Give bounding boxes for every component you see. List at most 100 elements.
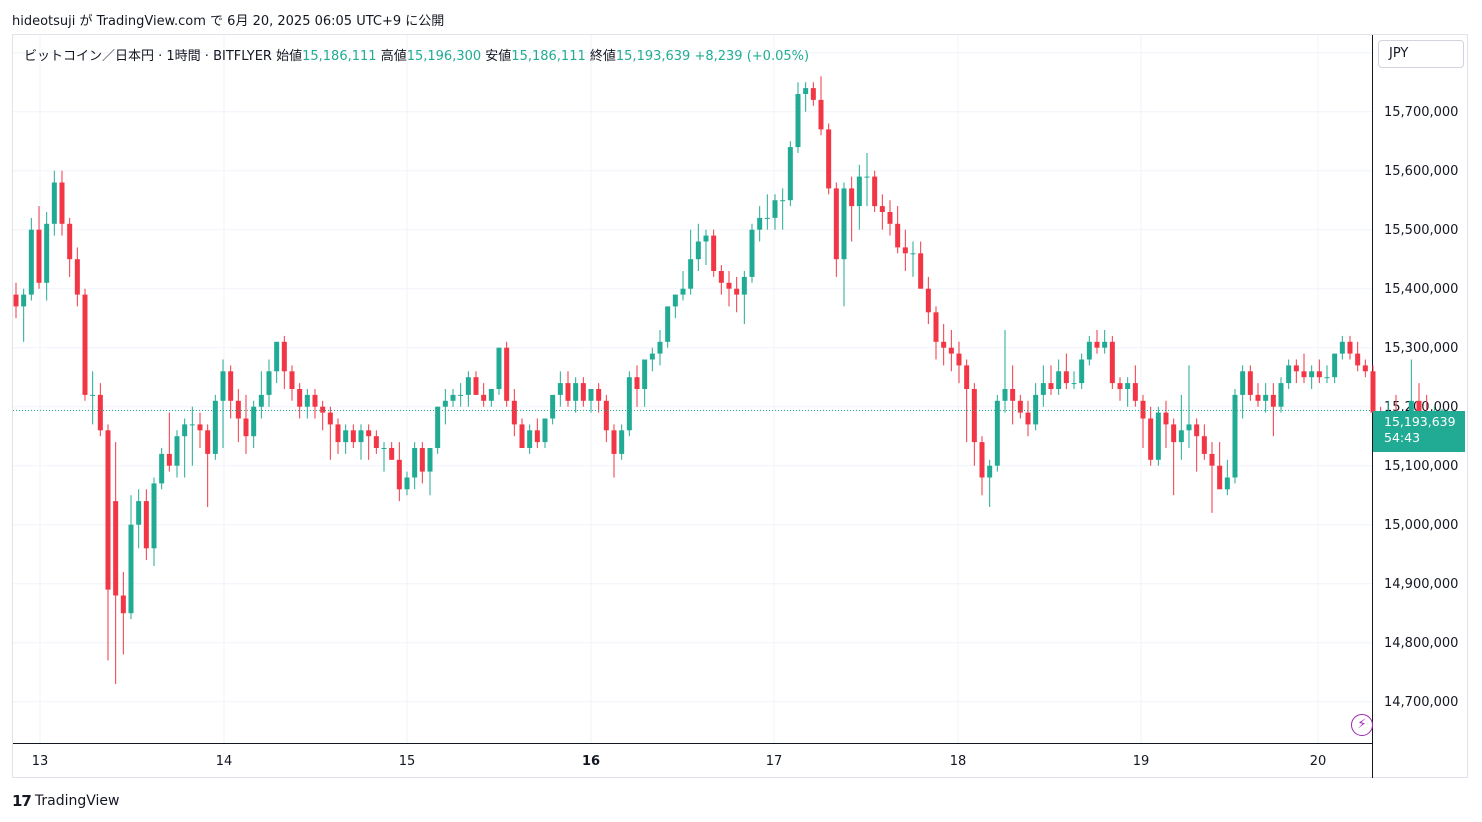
candle	[220, 359, 226, 448]
candle	[910, 241, 916, 277]
candle-body	[281, 341, 287, 372]
candle-body	[665, 306, 671, 342]
currency-selector[interactable]: JPY	[1378, 40, 1464, 68]
candle-body	[36, 229, 42, 283]
candle	[1025, 400, 1031, 437]
candle	[412, 442, 418, 490]
candle	[964, 359, 970, 443]
candle-body	[872, 176, 878, 207]
candle	[251, 400, 257, 448]
candle-body	[74, 259, 80, 295]
candle	[343, 424, 349, 454]
candle-body	[680, 288, 686, 295]
candle-body	[1063, 371, 1069, 384]
candle	[90, 371, 96, 425]
candle-body	[419, 448, 425, 472]
candle	[481, 383, 487, 407]
x-tick-label: 20	[1310, 754, 1327, 769]
candle	[879, 194, 885, 230]
candle-body	[1316, 371, 1322, 378]
legend-change: +8,239 (+0.05%)	[694, 49, 810, 64]
candle-body	[312, 394, 318, 407]
candle	[826, 123, 832, 195]
candle	[1033, 383, 1039, 431]
candle	[1316, 359, 1322, 384]
candle	[787, 141, 793, 207]
candle-body	[1370, 371, 1376, 413]
legend-symbol: ビットコイン／日本円 · 1時間 · BITFLYER	[24, 49, 272, 64]
legend-high-label: 高値	[380, 49, 407, 64]
legend-open-label: 始値	[276, 49, 303, 64]
candle-body	[964, 365, 970, 389]
candle-body	[657, 341, 663, 354]
y-tick-label: 15,500,000	[1384, 223, 1458, 238]
candle-body	[619, 430, 625, 454]
candle-body	[841, 188, 847, 260]
x-tick-label: 14	[216, 754, 233, 769]
candle-body	[1132, 383, 1138, 401]
candle	[1056, 359, 1062, 395]
candle-body	[1079, 359, 1085, 384]
candle-body	[1324, 377, 1330, 379]
candle	[550, 394, 556, 425]
tradingview-brand[interactable]: 17 TradingView	[12, 792, 119, 810]
candle-body	[82, 294, 88, 395]
candle-body	[826, 129, 832, 189]
candle	[36, 206, 42, 289]
candle	[1339, 335, 1345, 360]
candle	[59, 170, 65, 236]
legend-close: 15,193,639	[615, 49, 691, 64]
candle-body	[235, 400, 241, 419]
candle-body	[795, 94, 801, 148]
candle	[519, 418, 525, 448]
legend-low: 15,186,111	[511, 49, 586, 64]
candle-body	[856, 176, 862, 207]
candle	[82, 288, 88, 401]
candle	[933, 306, 939, 360]
candle-body	[373, 436, 379, 448]
candle	[281, 335, 287, 389]
x-tick-label: 19	[1133, 754, 1150, 769]
candle-body	[304, 394, 310, 407]
candle	[419, 442, 425, 484]
candle-body	[1224, 477, 1230, 490]
candle	[557, 371, 563, 407]
candle	[634, 365, 640, 407]
candle-body	[757, 217, 763, 230]
candle-body	[542, 418, 548, 443]
x-tick-label: 17	[766, 754, 783, 769]
candle	[764, 194, 770, 230]
candle-body	[1255, 394, 1261, 401]
legend-high: 15,196,300	[406, 49, 482, 64]
lightning-icon[interactable]: ⚡	[1351, 714, 1373, 736]
candle-body	[565, 383, 571, 401]
candle	[726, 271, 732, 307]
candle	[1232, 389, 1238, 484]
candle-body	[925, 288, 931, 313]
candle-body	[780, 200, 786, 202]
candle	[1132, 365, 1138, 407]
candle	[44, 212, 50, 301]
candle-body	[151, 483, 157, 549]
candle	[511, 389, 517, 437]
candle-body	[511, 400, 517, 425]
candle-body	[1339, 341, 1345, 354]
candle-body	[672, 294, 678, 307]
candle-body	[473, 377, 479, 395]
candle	[1324, 365, 1330, 384]
candle-body	[1217, 465, 1223, 490]
candle-body	[573, 383, 579, 401]
candle	[1102, 330, 1108, 354]
candle-body	[1416, 400, 1422, 413]
candle-body	[1117, 383, 1123, 389]
candle-body	[350, 430, 356, 443]
candle-body	[849, 188, 855, 207]
brand-name: TradingView	[34, 793, 120, 809]
candle-body	[1056, 371, 1062, 389]
last-price-tag: 15,193,639 54:43	[1373, 411, 1465, 452]
candle	[1010, 365, 1016, 425]
y-tick-label: 14,700,000	[1384, 695, 1458, 710]
candle-body	[335, 424, 341, 443]
candle	[672, 294, 678, 319]
